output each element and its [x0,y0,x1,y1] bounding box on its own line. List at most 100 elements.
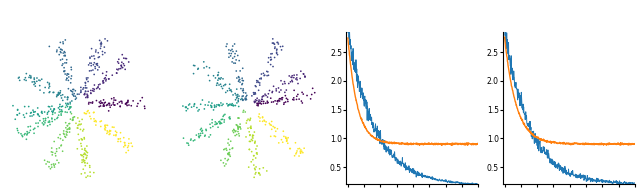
Point [281,97,292,100]
Point [56,58,66,61]
Point [19,133,29,136]
Point [55,133,65,136]
Point [40,86,50,89]
Point [103,102,114,105]
Point [100,101,110,104]
Point [213,73,223,76]
Point [204,101,214,104]
Point [243,127,253,130]
Point [122,101,132,104]
Point [81,112,91,115]
Point [76,137,86,140]
Point [235,126,245,129]
Point [101,126,111,129]
Point [262,74,272,77]
Point [101,74,111,77]
Point [89,61,100,64]
Point [263,56,274,59]
Point [43,81,53,84]
Point [65,106,75,109]
Point [117,61,127,64]
Point [93,68,103,71]
Point [253,104,263,107]
Point [59,70,70,73]
Point [243,118,253,121]
Point [238,89,248,92]
Point [283,100,293,103]
Point [255,116,265,119]
Point [52,94,63,97]
Point [214,77,224,80]
Point [45,121,55,124]
Point [77,154,87,157]
Point [93,85,103,88]
Point [248,134,258,137]
Point [233,100,243,103]
Point [80,90,91,93]
Point [272,49,282,52]
Point [252,102,262,105]
Point [286,76,296,79]
Point [48,110,58,113]
Point [89,90,99,93]
Point [281,101,291,104]
Point [124,137,134,140]
Point [263,74,274,77]
Point [81,150,91,153]
Point [81,96,91,99]
Point [56,51,66,54]
Point [63,127,73,130]
Point [47,150,57,153]
Point [80,86,91,89]
Point [98,53,108,56]
Point [114,67,124,70]
Point [109,104,119,107]
Point [35,79,45,82]
Point [213,71,223,74]
Point [34,84,45,87]
Point [255,77,265,80]
Point [91,120,101,123]
Point [279,91,290,94]
Point [117,100,127,103]
Point [62,74,72,77]
Point [266,124,276,127]
Point [80,149,91,152]
Point [86,69,96,72]
Point [91,50,101,53]
Point [272,52,282,55]
Point [223,153,234,156]
Point [256,73,267,76]
Point [68,88,78,91]
Point [254,102,264,105]
Point [216,122,226,125]
Point [83,109,93,112]
Point [197,130,207,133]
Point [100,127,110,130]
Point [128,99,138,102]
Point [283,136,293,139]
Point [235,78,245,81]
Point [122,104,132,107]
Point [100,37,110,40]
Point [258,72,269,75]
Point [265,56,276,59]
Point [234,59,244,62]
Point [120,68,130,71]
Point [36,110,47,113]
Point [40,159,50,162]
Point [184,104,194,107]
Point [104,77,114,80]
Point [68,118,78,121]
Point [109,96,119,99]
Point [55,103,65,106]
Point [214,83,224,86]
Point [293,93,303,96]
Point [108,103,118,106]
Point [89,57,100,60]
Point [39,120,49,123]
Point [214,77,224,80]
Point [96,105,106,108]
Point [48,111,58,114]
Point [47,117,57,120]
